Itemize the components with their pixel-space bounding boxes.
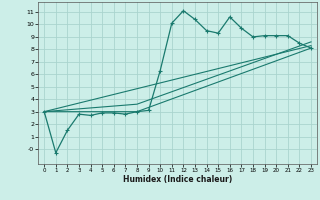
- X-axis label: Humidex (Indice chaleur): Humidex (Indice chaleur): [123, 175, 232, 184]
